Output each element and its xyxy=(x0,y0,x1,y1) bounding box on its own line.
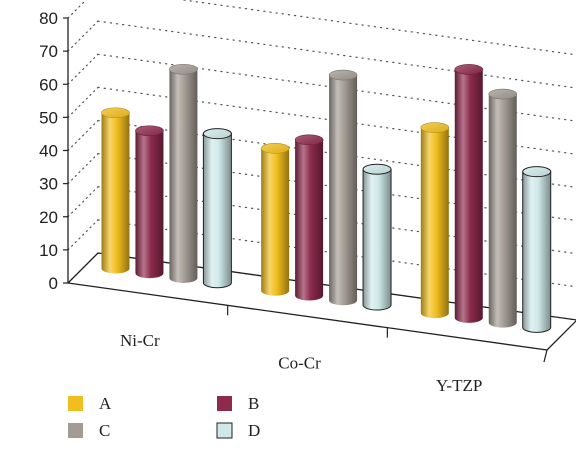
bar-body-d-ni-cr xyxy=(202,133,232,289)
bar-b-y-tzp xyxy=(454,64,484,323)
legend: A B C D xyxy=(68,394,260,440)
bar-top-a-co-cr xyxy=(260,143,290,154)
bar-body-b-ni-cr xyxy=(135,130,164,279)
bar-body-b-y-tzp xyxy=(454,69,483,323)
legend-swatch-b xyxy=(217,396,232,411)
bar-b-ni-cr xyxy=(135,125,164,279)
legend-item-b: B xyxy=(217,394,259,413)
bar-d-co-cr xyxy=(362,163,392,311)
bar-body-d-y-tzp xyxy=(522,171,552,333)
bar-top-b-y-tzp xyxy=(454,64,484,75)
y-tick-label-50: 50 xyxy=(39,108,58,127)
bar-body-c-ni-cr xyxy=(169,69,198,283)
bar-top-c-ni-cr xyxy=(169,63,198,75)
bar-body-a-co-cr xyxy=(261,148,290,296)
side-gridline-50 xyxy=(67,86,99,118)
bar-a-co-cr xyxy=(260,143,290,296)
y-tick-label-10: 10 xyxy=(39,241,58,260)
bar-body-d-co-cr xyxy=(362,168,392,311)
bar-top-c-co-cr xyxy=(328,69,358,81)
legend-label-d: D xyxy=(248,421,260,440)
bar-top-d-co-cr xyxy=(362,163,392,175)
bar-top-d-ni-cr xyxy=(202,128,232,140)
x-axis-front-line xyxy=(67,282,548,351)
bar-c-y-tzp xyxy=(488,88,518,328)
x-tick-label-ni-cr: Ni-Cr xyxy=(120,331,160,350)
y-tick-label-30: 30 xyxy=(39,175,58,194)
gridline-70 xyxy=(97,20,576,89)
y-tick-label-20: 20 xyxy=(39,208,58,227)
bar-a-y-tzp xyxy=(420,122,450,319)
floor-left-edge xyxy=(67,252,99,284)
bar-top-b-ni-cr xyxy=(135,125,164,137)
side-gridline-70 xyxy=(67,20,99,52)
legend-label-b: B xyxy=(248,394,259,413)
bar-top-c-y-tzp xyxy=(488,88,518,100)
y-tick-label-0: 0 xyxy=(49,274,58,293)
bar-c-co-cr xyxy=(328,69,358,306)
side-gridline-80 xyxy=(67,0,87,19)
gridline-80 xyxy=(179,0,576,56)
x-tick-label-y-tzp: Y-TZP xyxy=(436,376,482,395)
bar-body-a-y-tzp xyxy=(420,127,449,319)
bars xyxy=(101,63,552,333)
legend-label-a: A xyxy=(99,394,112,413)
x-divider-end xyxy=(543,349,548,363)
x-tick-label-co-cr: Co-Cr xyxy=(278,354,321,373)
legend-item-c: C xyxy=(68,421,110,440)
y-tick-label-70: 70 xyxy=(39,42,58,61)
bar-top-a-ni-cr xyxy=(101,107,130,119)
legend-label-c: C xyxy=(99,421,110,440)
y-tick-label-80: 80 xyxy=(39,9,58,28)
bar-top-b-co-cr xyxy=(294,134,324,146)
side-gridline-60 xyxy=(67,53,99,85)
y-tick-label-40: 40 xyxy=(39,142,58,161)
legend-swatch-c xyxy=(68,423,83,438)
legend-swatch-d xyxy=(216,422,233,439)
bar-d-y-tzp xyxy=(522,166,552,333)
legend-item-d: D xyxy=(216,421,260,440)
bar-body-c-co-cr xyxy=(329,75,358,306)
bar-a-ni-cr xyxy=(101,107,130,274)
bar-top-d-y-tzp xyxy=(522,166,552,178)
bar-b-co-cr xyxy=(294,134,324,301)
bar-body-c-y-tzp xyxy=(488,94,517,328)
labels: 0 10 20 30 40 50 60 70 80 Ni-Cr Co-Cr Y-TZP xyxy=(39,9,482,395)
bar-top-a-y-tzp xyxy=(420,122,450,133)
bar-body-b-co-cr xyxy=(295,139,324,301)
bar-body-a-ni-cr xyxy=(101,112,130,274)
bar-c-ni-cr xyxy=(169,63,198,283)
side-gridline-30 xyxy=(67,153,99,185)
bar-d-ni-cr xyxy=(202,128,232,289)
side-gridline-40 xyxy=(67,119,99,152)
legend-swatch-a xyxy=(68,396,83,411)
floor-right-edge xyxy=(546,320,576,351)
y-tick-label-60: 60 xyxy=(39,75,58,94)
side-gridline-10 xyxy=(67,219,99,251)
side-gridline-20 xyxy=(67,186,99,218)
legend-item-a: A xyxy=(68,394,112,413)
